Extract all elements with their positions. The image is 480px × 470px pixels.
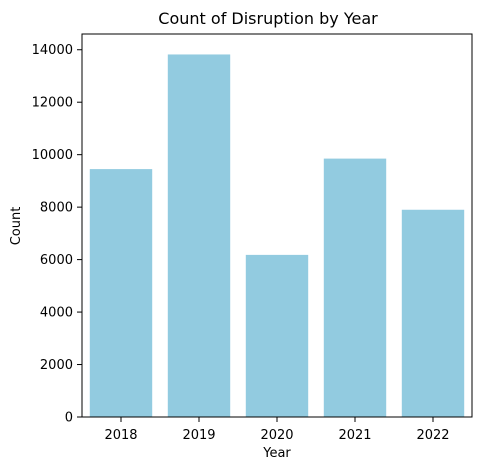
y-tick-label: 0 <box>65 411 73 426</box>
x-axis: 2018 2019 2020 2021 2022 <box>104 417 450 443</box>
y-tick-label: 12000 <box>32 96 73 111</box>
x-tick-label: 2019 <box>182 428 215 443</box>
x-tick-label: 2022 <box>416 428 449 443</box>
x-tick-label: 2021 <box>338 428 371 443</box>
y-tick-label: 8000 <box>40 201 73 216</box>
x-tick-label: 2020 <box>260 428 293 443</box>
bars-group <box>89 54 465 418</box>
bar-2021 <box>323 158 387 417</box>
bar-2018 <box>89 169 153 417</box>
x-tick-label: 2018 <box>104 428 137 443</box>
x-axis-label: Year <box>262 446 291 461</box>
y-tick-label: 4000 <box>40 306 73 321</box>
y-tick-label: 6000 <box>40 253 73 268</box>
y-tick-label: 10000 <box>32 148 73 163</box>
y-axis-label: Count <box>9 207 24 246</box>
chart-title: Count of Disruption by Year <box>158 9 378 28</box>
y-tick-label: 14000 <box>32 43 73 58</box>
bar-2020 <box>245 254 309 417</box>
y-axis: 0 2000 4000 6000 8000 10000 12000 14000 <box>32 43 82 426</box>
y-tick-label: 2000 <box>40 358 73 373</box>
bar-2022 <box>401 209 465 417</box>
bar-2019 <box>167 54 231 418</box>
